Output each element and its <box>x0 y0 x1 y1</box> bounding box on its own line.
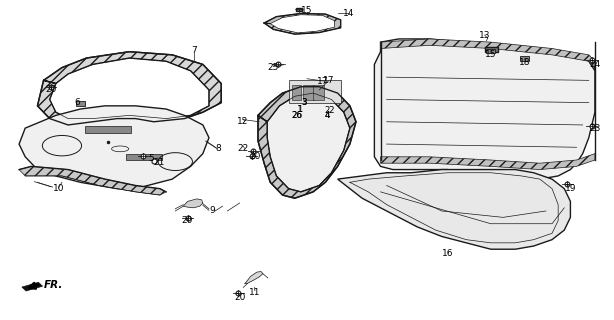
Bar <box>486 49 495 53</box>
Polygon shape <box>375 39 595 179</box>
Polygon shape <box>244 271 263 284</box>
Polygon shape <box>19 106 209 189</box>
Polygon shape <box>183 199 203 208</box>
Text: 10: 10 <box>53 184 64 193</box>
Text: 15: 15 <box>301 6 313 15</box>
Text: 6: 6 <box>74 98 80 107</box>
Text: 7: 7 <box>191 45 196 55</box>
Text: 20: 20 <box>182 216 193 225</box>
Text: 8: 8 <box>216 144 221 153</box>
Text: 12: 12 <box>237 117 249 126</box>
Text: 2: 2 <box>325 106 330 115</box>
Text: 16: 16 <box>442 250 454 259</box>
Bar <box>313 85 324 100</box>
Text: 3: 3 <box>301 98 307 107</box>
Text: 13: 13 <box>479 31 491 40</box>
Bar <box>126 154 162 160</box>
Text: 25: 25 <box>268 63 279 72</box>
Text: 3: 3 <box>301 98 306 107</box>
Text: 14: 14 <box>343 9 354 18</box>
Text: 9: 9 <box>209 206 215 215</box>
Text: 18: 18 <box>519 58 530 67</box>
Bar <box>303 85 314 100</box>
Polygon shape <box>37 52 221 125</box>
Text: 5: 5 <box>148 154 154 163</box>
Text: 15: 15 <box>485 50 497 59</box>
Text: 21: 21 <box>153 158 165 167</box>
Polygon shape <box>267 93 350 192</box>
Polygon shape <box>258 87 356 198</box>
Text: 4: 4 <box>325 111 330 120</box>
Text: 1: 1 <box>297 105 302 114</box>
Polygon shape <box>264 13 341 34</box>
Bar <box>85 126 131 133</box>
Text: 1: 1 <box>297 105 303 114</box>
Text: 17: 17 <box>323 76 334 85</box>
Text: 22: 22 <box>238 144 249 153</box>
Text: 20: 20 <box>45 85 56 94</box>
Bar <box>520 56 529 61</box>
Polygon shape <box>381 154 595 170</box>
Polygon shape <box>19 166 166 195</box>
Bar <box>76 101 85 106</box>
Text: 17: 17 <box>317 77 328 86</box>
Bar <box>484 47 498 52</box>
Bar <box>292 85 301 100</box>
Text: 26: 26 <box>291 111 302 120</box>
Polygon shape <box>22 282 42 291</box>
Text: 20: 20 <box>249 152 260 161</box>
Text: 4: 4 <box>324 111 330 120</box>
Text: 24: 24 <box>589 60 600 69</box>
Bar <box>289 80 341 103</box>
Text: 26: 26 <box>291 111 302 120</box>
Text: 20: 20 <box>234 293 246 302</box>
Polygon shape <box>338 170 570 249</box>
Polygon shape <box>381 39 595 71</box>
Bar <box>296 8 302 11</box>
Text: 2: 2 <box>328 106 334 115</box>
Text: 23: 23 <box>589 124 600 132</box>
Text: FR.: FR. <box>44 280 63 290</box>
Text: 11: 11 <box>249 288 261 297</box>
Text: 19: 19 <box>565 184 576 193</box>
